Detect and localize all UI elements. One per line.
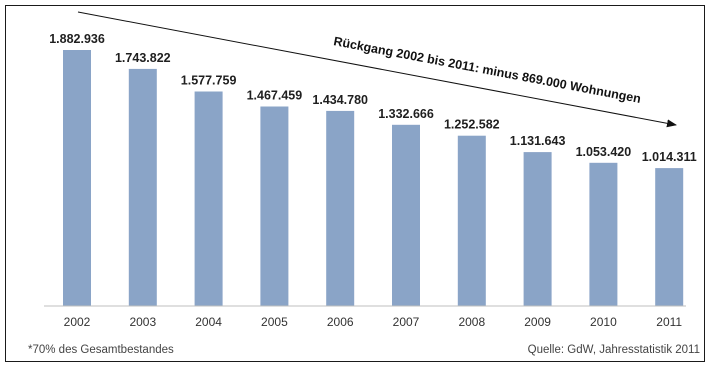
source-note: Quelle: GdW, Jahresstatistik 2011 [527,344,700,356]
bar-2004 [194,91,223,306]
x-tick-2005: 2005 [261,315,288,329]
bar-2003 [128,68,157,307]
value-label-2008: 1.252.582 [444,118,500,132]
value-label-2003: 1.743.822 [115,51,171,65]
x-tick-2004: 2004 [195,315,222,329]
trend-annotation: Rückgang 2002 bis 2011: minus 869.000 Wo… [332,34,642,106]
value-label-2006: 1.434.780 [312,93,368,107]
bar-2010 [589,162,618,306]
x-tick-2008: 2008 [458,315,485,329]
bar-2011 [655,168,684,306]
bar-2002 [63,50,91,306]
value-label-2007: 1.332.666 [378,107,434,121]
x-tick-2003: 2003 [129,315,156,329]
value-label-2005: 1.467.459 [247,89,303,103]
value-label-2009: 1.131.643 [510,134,566,148]
x-tick-2002: 2002 [64,315,91,329]
x-tick-2007: 2007 [393,315,420,329]
trend-arrow [77,11,677,128]
bar-2009 [523,152,552,306]
bar-2006 [326,110,355,307]
x-tick-2011: 2011 [656,315,682,329]
footnote: *70% des Gesamtbestandes [28,344,174,356]
value-label-2004: 1.577.759 [181,74,237,88]
value-label-2010: 1.053.420 [576,145,632,159]
bar-2007 [392,124,420,306]
value-label-2002: 1.882.936 [49,32,105,46]
x-tick-2006: 2006 [327,315,354,329]
bar-2008 [457,135,486,306]
bar-2005 [260,106,289,306]
value-label-2011: 1.014.311 [642,150,697,164]
x-tick-2010: 2010 [590,315,617,329]
x-tick-2009: 2009 [524,315,551,329]
